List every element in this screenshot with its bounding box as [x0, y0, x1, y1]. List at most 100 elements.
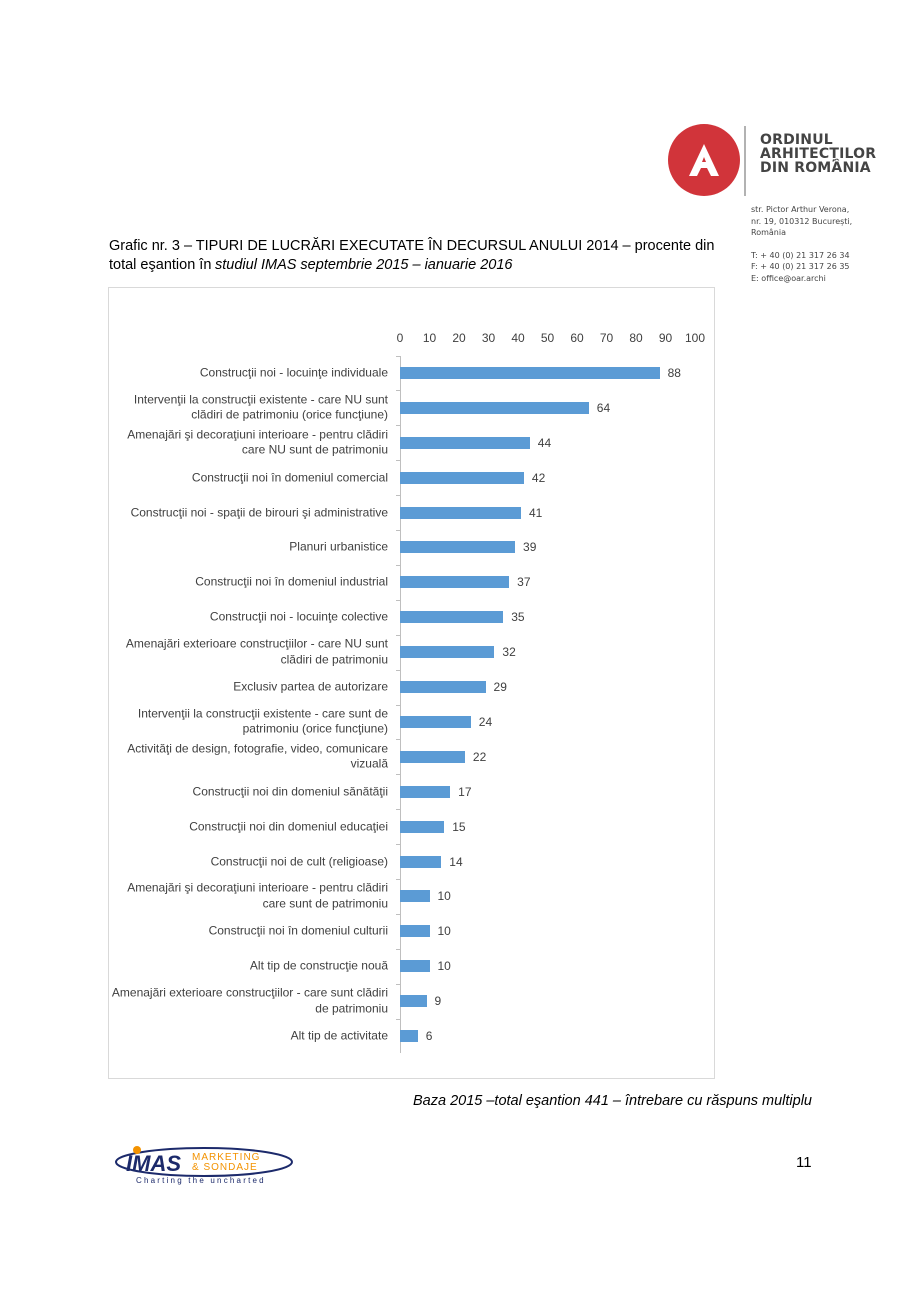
value-label: 37 — [517, 575, 531, 590]
bar — [400, 715, 471, 728]
bar — [400, 506, 521, 519]
bar — [400, 367, 660, 379]
category-label: Construcţii noi din domeniul sănătăţii — [192, 783, 388, 798]
category-label: Construcţii noi - locuinţe colective — [209, 609, 388, 624]
category-label: Amenajări exterioare construcţiilor - ca… — [125, 636, 388, 667]
category-label: Construcţii noi - locuinţe individuale — [199, 365, 388, 380]
imas-tagline: Charting the uncharted — [136, 1176, 266, 1185]
category-label: Amenajări şi decoraţiuni interioare - pe… — [127, 427, 388, 457]
value-label: 24 — [478, 714, 493, 729]
value-label: 6 — [425, 1029, 433, 1043]
bar — [400, 890, 430, 903]
value-label: 35 — [511, 610, 525, 625]
category-label: Activităţi de design, fotografie, video,… — [127, 741, 388, 771]
x-tick-label: 80 — [629, 331, 643, 345]
value-label: 44 — [537, 435, 552, 450]
value-label: 15 — [452, 819, 466, 834]
imas-brand: IMAS — [126, 1151, 181, 1176]
address-line: F: + 40 (0) 21 317 26 35 — [751, 262, 850, 271]
axis-line — [400, 355, 401, 1054]
category-label: Amenajări şi decoraţiuni interioare - pe… — [127, 880, 388, 911]
address-line: T: + 40 (0) 21 317 26 34 — [751, 250, 850, 260]
bar — [400, 820, 445, 833]
bar — [400, 646, 495, 659]
bar — [400, 995, 427, 1008]
bar — [400, 401, 589, 414]
value-label: 88 — [667, 366, 681, 380]
axis-tick — [396, 634, 400, 636]
oar-logo-mark — [668, 124, 746, 196]
bar — [400, 960, 430, 973]
bar — [400, 750, 465, 763]
value-label: 41 — [528, 505, 543, 520]
value-label: 10 — [437, 924, 451, 939]
category-label: Planuri urbanistice — [289, 539, 388, 554]
value-label: 10 — [437, 889, 451, 904]
logo-line: ORDINUL — [760, 132, 833, 148]
axis-tick — [396, 948, 400, 950]
axis-tick — [396, 704, 400, 706]
category-label: Exclusiv partea de autorizare — [233, 679, 388, 694]
category-label: Construcţii noi - spaţii de birouri şi a… — [130, 504, 388, 519]
axis-tick — [396, 495, 400, 497]
value-label: 42 — [531, 470, 546, 485]
caption-text: Grafic nr. 3 – TIPURI DE LUCRĂRI EXECUTA… — [109, 238, 715, 273]
axis-tick — [396, 844, 400, 846]
value-label: 64 — [596, 400, 611, 415]
category-label: Construcţii noi în domeniul comercial — [191, 469, 388, 484]
category-label: Amenajări exterioare construcţiilor - ca… — [111, 985, 388, 1016]
x-tick-label: 100 — [684, 331, 706, 345]
axis-tick — [396, 564, 400, 566]
category-label: Intervenţii la construcţii existente - c… — [137, 706, 388, 736]
bar — [400, 541, 516, 554]
imas-line: & SONDAJE — [192, 1162, 258, 1173]
bar — [400, 855, 442, 868]
axis-tick — [396, 355, 400, 357]
bar — [400, 681, 486, 694]
address-line: nr. 19, 010312 București, — [751, 216, 853, 226]
x-tick-label: 70 — [599, 331, 614, 345]
address-line: E: office@oar.archi — [751, 273, 826, 283]
axis-tick — [396, 669, 400, 671]
bar — [400, 611, 504, 624]
base-note: Baza 2015 –total eşantion 441 – întrebar… — [412, 1093, 812, 1109]
x-tick-label: 0 — [396, 331, 404, 345]
category-label: Construcţii noi în domeniul industrial — [195, 574, 388, 589]
chart-frame — [108, 287, 715, 1079]
axis-tick — [396, 913, 400, 915]
logo-line: DIN ROMÂNIA — [760, 160, 871, 176]
category-label: Construcţii noi în domeniul culturii — [208, 923, 388, 938]
bar — [400, 925, 430, 938]
category-label: Construcţii noi din domeniul educaţiei — [189, 818, 388, 833]
axis-tick — [396, 774, 400, 776]
logo-line: ARHITECȚILOR — [760, 146, 877, 162]
value-label: 10 — [437, 959, 451, 974]
chart-caption: Grafic nr. 3 – TIPURI DE LUCRĂRI EXECUTA… — [109, 237, 729, 275]
x-tick-label: 60 — [570, 331, 584, 345]
category-label: Construcţii noi de cult (religioase) — [210, 853, 388, 868]
axis-tick — [396, 390, 400, 392]
x-tick-label: 20 — [452, 331, 466, 345]
page-number: 11 — [796, 1154, 812, 1171]
bar — [400, 1030, 418, 1042]
imas-logo: IMAS MARKETING & SONDAJE Charting the un… — [115, 1146, 293, 1185]
caption-italic: studiul IMAS septembrie 2015 – ianuarie … — [215, 257, 513, 273]
x-tick-label: 40 — [511, 331, 525, 345]
axis-tick — [396, 425, 400, 427]
axis-tick — [396, 809, 400, 811]
axis-tick — [396, 983, 400, 985]
imas-line: MARKETING — [192, 1152, 260, 1163]
bar — [400, 471, 524, 484]
x-tick-label: 50 — [540, 331, 555, 345]
x-tick-label: 90 — [658, 331, 673, 345]
value-label: 9 — [434, 994, 442, 1009]
axis-tick — [396, 878, 400, 880]
value-label: 17 — [458, 784, 472, 799]
address-line: str. Pictor Arthur Verona, — [751, 205, 850, 214]
address-line: România — [751, 228, 786, 237]
x-tick-label: 10 — [422, 331, 437, 345]
bar — [400, 436, 530, 449]
axis-tick — [396, 1018, 400, 1020]
